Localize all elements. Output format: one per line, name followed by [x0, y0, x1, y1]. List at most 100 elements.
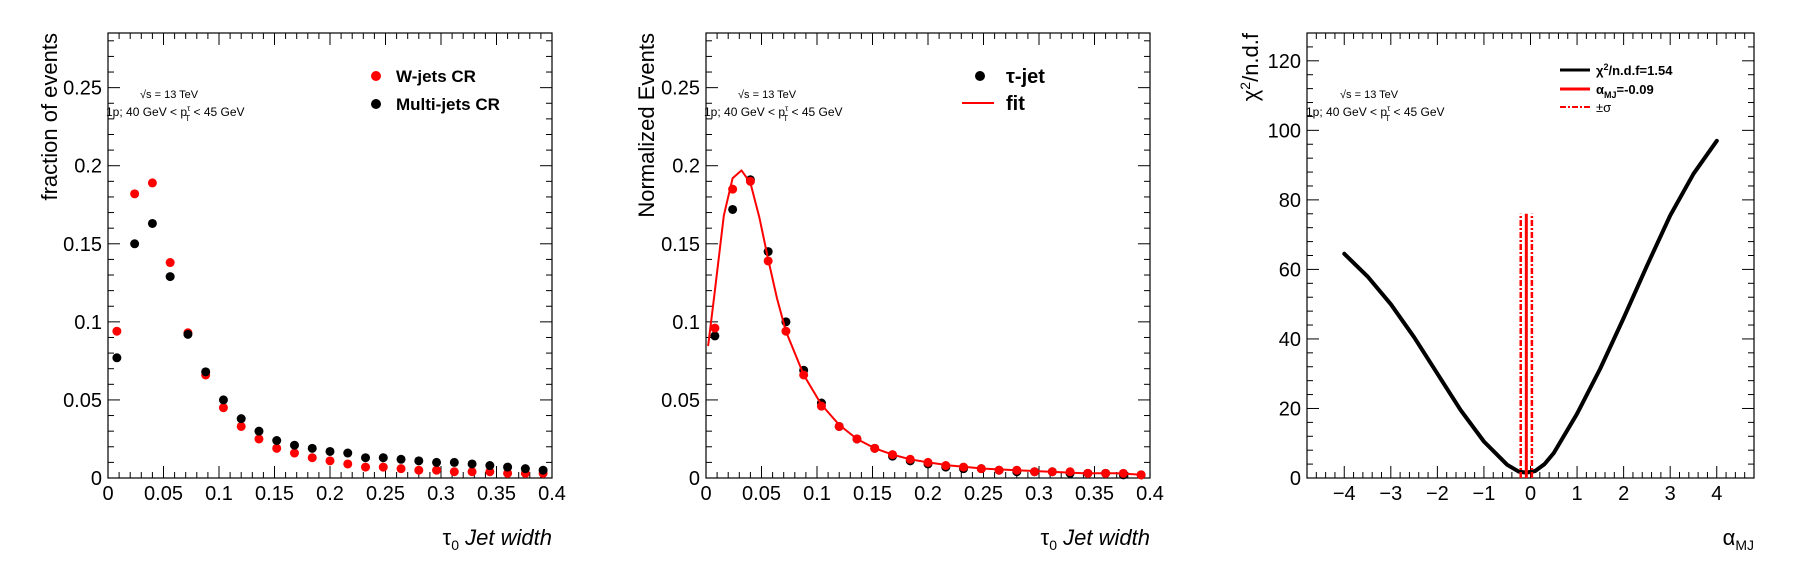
y-tick-labels: 0 0.05 0.1 0.15 0.2 0.25: [63, 78, 102, 490]
annotation-energy: √s = 13 TeV: [1340, 89, 1399, 101]
y-tick-label: 120: [1268, 51, 1301, 73]
x-tick-label: 0.25: [964, 483, 1003, 505]
x-axis-label: τ0 Jet width: [443, 525, 552, 553]
y-tick-label: 80: [1279, 190, 1301, 212]
x-tick-label: −3: [1379, 483, 1402, 505]
x-tick-label: 0.25: [366, 483, 405, 505]
data-point: [467, 459, 477, 469]
legend-label-alpha: αMJ=-0.09: [1596, 82, 1654, 100]
axis-ticks: [1306, 32, 1755, 479]
data-point: [449, 467, 459, 477]
data-point: [272, 436, 282, 446]
x-tick-label: 0.35: [1075, 483, 1114, 505]
legend: W-jets CR Multi-jets CR: [371, 67, 500, 114]
axis-ticks: [107, 33, 553, 479]
data-point: [289, 448, 299, 458]
data-point: [414, 465, 424, 475]
y-tick-labels: 0 0.05 0.1 0.15 0.2 0.25: [661, 78, 700, 490]
x-axis-label: τ0 Jet width: [1041, 525, 1150, 553]
y-tick-label: 0: [689, 468, 700, 490]
panel-tau-jet-fit: 0 0.05 0.1 0.15 0.2 0.25 0.3 0.35 0.4 0 0.05 0.1 0.…: [634, 32, 1164, 553]
data-point: [361, 462, 371, 472]
x-tick-label: 0.4: [1136, 483, 1164, 505]
annotation-cut: 1p; 40 GeV < pτ T < 45 GeV: [704, 104, 843, 123]
panel-chi2-scan: −4 −3 −2 −1 0 1 2 3 4 0 20 40 60 80 100 120 χ2/n.d.f α…: [1237, 32, 1755, 553]
data-point: [343, 448, 353, 458]
legend: τ-jet fit: [962, 66, 1045, 115]
y-axis-label: Normalized Events: [634, 33, 659, 218]
legend-label-w-jets: W-jets CR: [396, 67, 476, 86]
data-point: [396, 464, 406, 474]
data-point: [165, 272, 175, 282]
x-tick-label: 1: [1572, 483, 1583, 505]
data-point: [467, 467, 477, 477]
legend-marker-w-jets: [371, 71, 381, 81]
legend-label-sigma: ±σ: [1596, 100, 1611, 115]
data-point: [147, 178, 157, 188]
annotation-cut: 1p; 40 GeV < pτ T < 45 GeV: [1306, 104, 1445, 123]
x-tick-label: 0.3: [427, 483, 455, 505]
y-axis-label: fraction of events: [37, 33, 62, 201]
x-tick-label: 0: [700, 483, 711, 505]
data-point: [272, 443, 282, 453]
data-point: [834, 421, 844, 431]
annotation-energy: √s = 13 TeV: [140, 89, 199, 101]
x-tick-label: 4: [1711, 483, 1722, 505]
data-marks: [707, 169, 1146, 480]
y-tick-label: 0.05: [63, 390, 102, 412]
x-tick-label: 0.2: [914, 483, 942, 505]
data-point: [307, 443, 317, 453]
annotation-energy: √s = 13 TeV: [738, 89, 797, 101]
x-tick-labels: 0 0.05 0.1 0.15 0.2 0.25 0.3 0.35 0.4: [700, 483, 1163, 505]
series-line: [1342, 138, 1719, 475]
x-tick-label: −4: [1333, 483, 1356, 505]
data-point: [432, 457, 442, 467]
x-tick-label: −1: [1473, 483, 1496, 505]
x-tick-label: 0.05: [144, 483, 183, 505]
data-point: [236, 421, 246, 431]
data-point: [378, 462, 388, 472]
x-tick-label: 0.15: [255, 483, 294, 505]
y-tick-label: 0.05: [661, 390, 700, 412]
y-tick-label: 0.25: [661, 78, 700, 100]
legend-label-chi2: χ2/n.d.f=1.54: [1596, 62, 1673, 78]
x-tick-label: 0.3: [1025, 483, 1053, 505]
data-point: [449, 457, 459, 467]
y-tick-label: 0.25: [63, 78, 102, 100]
x-tick-label: 0: [1525, 483, 1536, 505]
x-tick-label: 0.15: [853, 483, 892, 505]
data-point: [218, 403, 228, 413]
x-tick-label: 0.1: [803, 483, 831, 505]
data-point: [130, 239, 140, 249]
x-tick-label: 0.2: [316, 483, 344, 505]
y-tick-label: 0.2: [672, 156, 700, 178]
data-point: [218, 395, 228, 405]
x-tick-label: 2: [1618, 483, 1629, 505]
legend-marker-tau-jet: [975, 71, 985, 81]
data-point: [289, 440, 299, 450]
data-point: [378, 453, 388, 463]
y-tick-label: 40: [1279, 329, 1301, 351]
y-tick-label: 0: [1290, 468, 1301, 490]
legend-label-tau-jet: τ-jet: [1006, 66, 1045, 88]
data-point: [485, 467, 495, 477]
x-tick-label: 0: [102, 483, 113, 505]
data-point: [201, 367, 211, 377]
data-point: [503, 462, 513, 472]
y-tick-label: 60: [1279, 259, 1301, 281]
y-tick-label: 0.15: [63, 234, 102, 256]
annotation-cut: 1p; 40 GeV < pτ T < 45 GeV: [106, 104, 245, 123]
data-point: [307, 453, 317, 463]
data-point: [361, 453, 371, 463]
data-point: [485, 461, 495, 471]
x-tick-labels: 0 0.05 0.1 0.15 0.2 0.25 0.3 0.35 0.4: [102, 483, 565, 505]
data-point: [414, 456, 424, 466]
data-point: [343, 459, 353, 469]
data-point: [396, 454, 406, 464]
y-tick-label: 20: [1279, 398, 1301, 420]
y-tick-label: 100: [1268, 120, 1301, 142]
data-point: [728, 204, 738, 214]
x-tick-label: 0.05: [742, 483, 781, 505]
y-axis-label: χ2/n.d.f: [1237, 32, 1263, 101]
